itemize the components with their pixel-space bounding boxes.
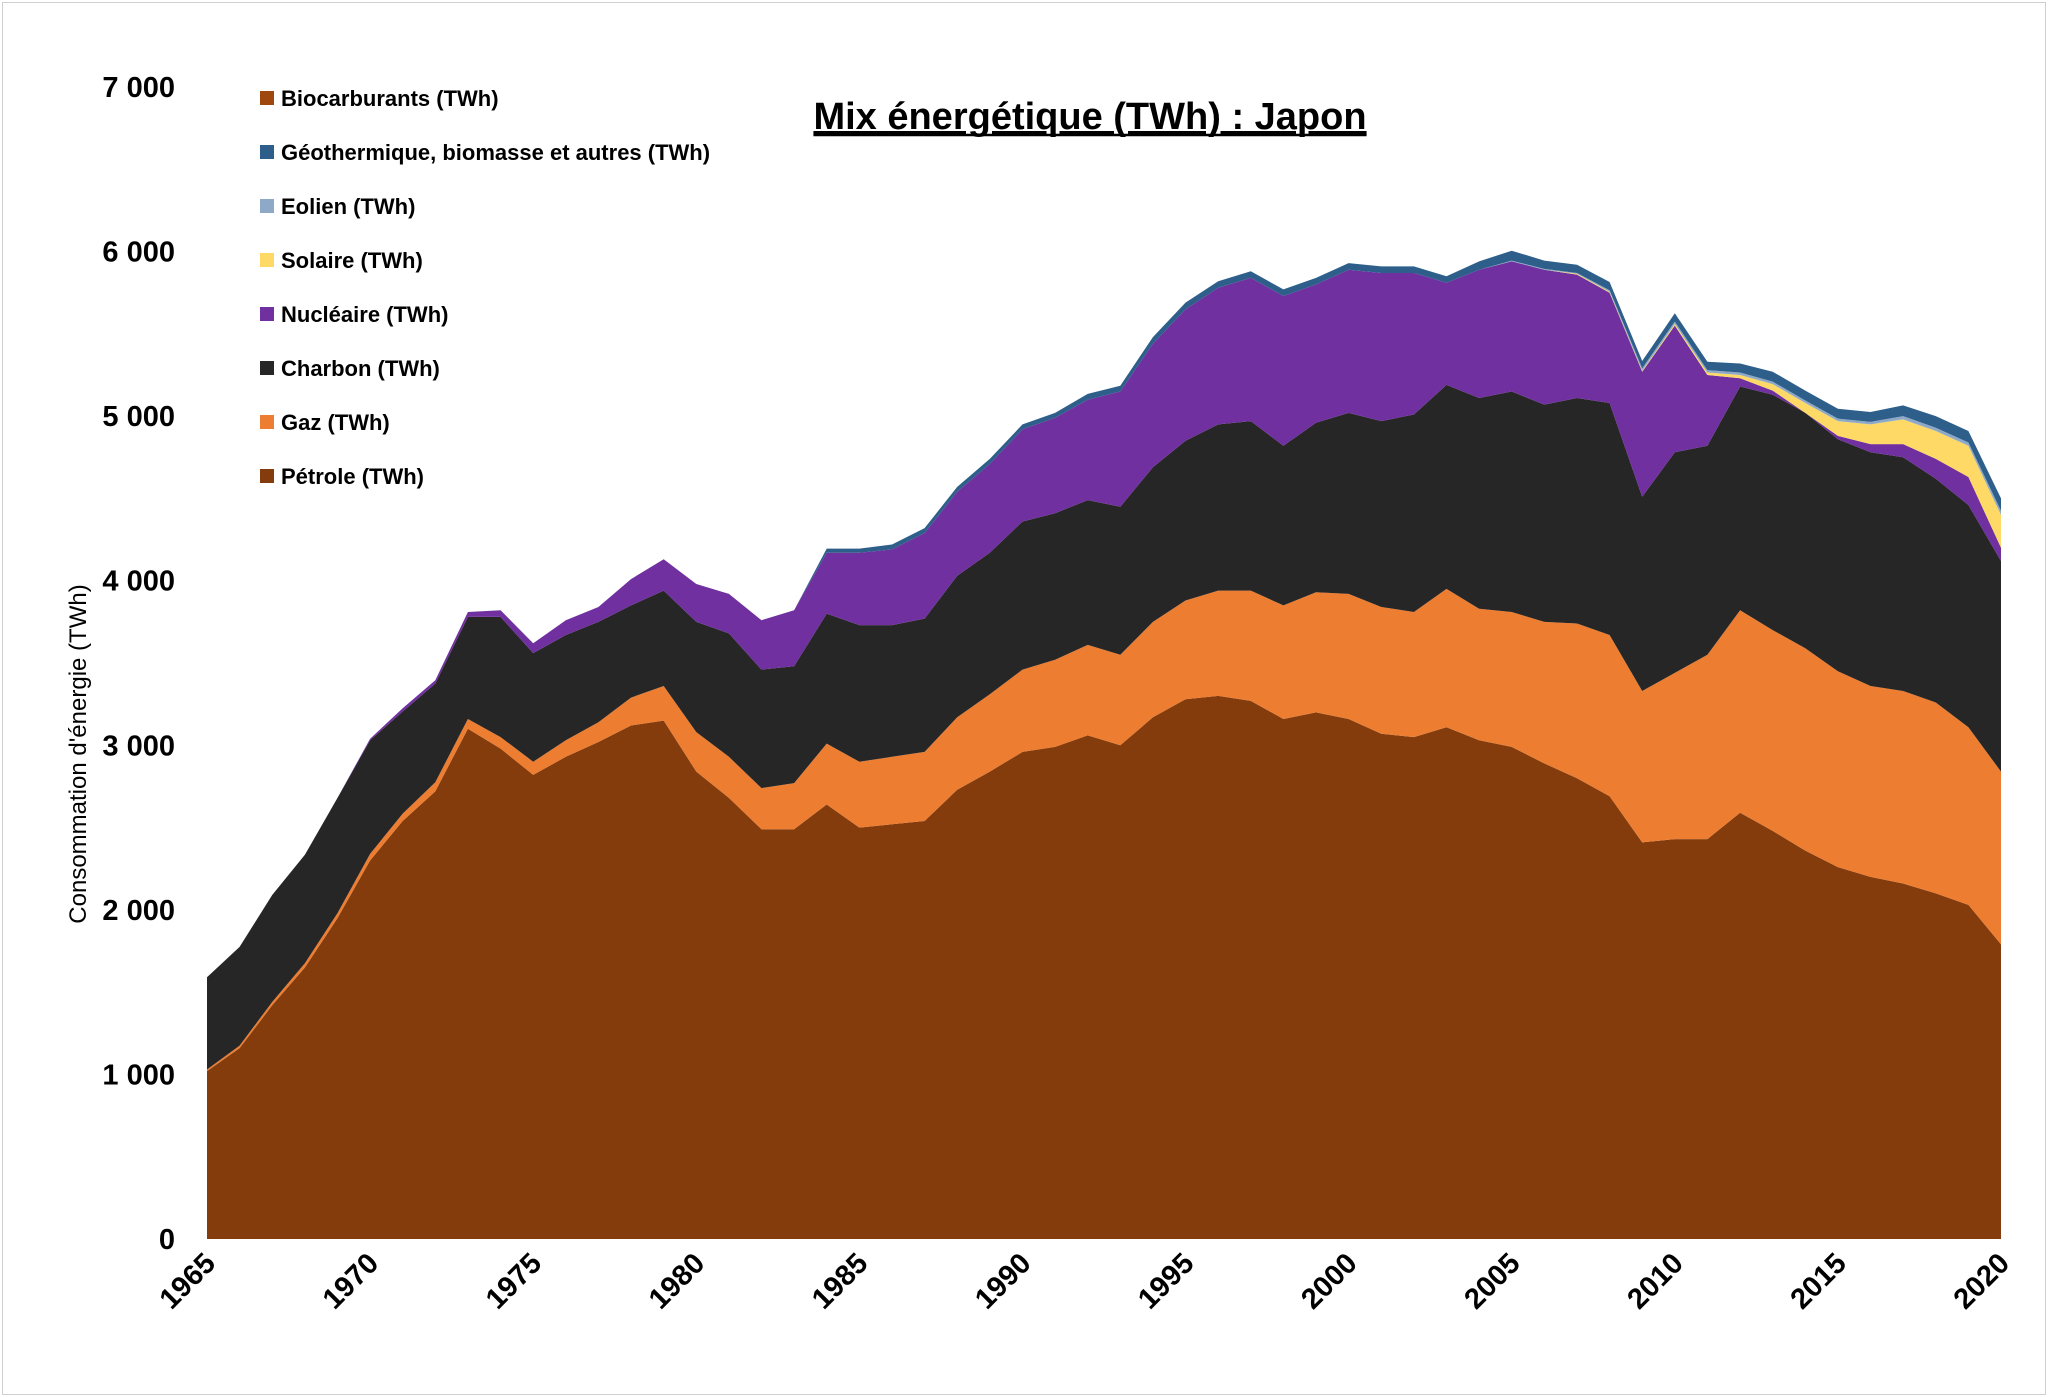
x-tick-label: 2005 [1458,1247,1526,1315]
x-tick-label: 1985 [806,1247,874,1315]
x-tick-label: 2010 [1622,1247,1690,1315]
legend-label: Gaz (TWh) [281,410,390,435]
x-tick-label: 1995 [1132,1247,1200,1315]
chart-title: Mix énergétique (TWh) : Japon [813,96,1366,138]
legend-label: Charbon (TWh) [281,356,440,381]
legend-swatch [260,469,274,483]
area-series-0 [207,695,2001,1239]
area-series-1 [207,588,2001,1072]
x-tick-label: 1975 [480,1247,548,1315]
area-series-3 [207,261,2001,978]
legend-label: Nucléaire (TWh) [281,302,448,327]
x-tick-label: 2020 [1948,1247,2016,1315]
legend-swatch [260,307,274,321]
y-tick-label: 7 000 [102,72,175,104]
y-axis-label: Consommation d'énergie (TWh) [65,584,92,923]
x-tick-label: 1965 [154,1247,222,1315]
series-areas [207,250,2001,1239]
x-tick-label: 2000 [1295,1247,1363,1315]
legend-label: Solaire (TWh) [281,248,423,273]
area-series-2 [207,384,2001,1070]
y-tick-label: 3 000 [102,730,175,762]
x-tick-label: 1970 [317,1247,385,1315]
x-tick-label: 1990 [969,1247,1037,1315]
legend-label: Géothermique, biomasse et autres (TWh) [281,140,710,165]
legend-label: Pétrole (TWh) [281,464,424,489]
y-tick-label: 5 000 [102,401,175,433]
y-tick-label: 2 000 [102,895,175,927]
x-tick-label: 1980 [643,1247,711,1315]
legend: Biocarburants (TWh) Géothermique, biomass… [260,86,710,489]
legend-swatch [260,145,274,159]
y-tick-label: 1 000 [102,1059,175,1091]
y-tick-label: 4 000 [102,566,175,598]
y-axis-ticks: 0 1 000 2 000 3 000 4 000 5 000 6 000 7 000 [102,72,175,1256]
legend-swatch [260,415,274,429]
x-axis-ticks: 1965 1970 1975 1980 1985 1990 1995 2000 2005 2010… [154,1247,2016,1315]
legend-swatch [260,361,274,375]
legend-swatch [260,91,274,105]
legend-swatch [260,253,274,267]
legend-label: Biocarburants (TWh) [281,86,499,111]
legend-label: Eolien (TWh) [281,194,415,219]
legend-swatch [260,199,274,213]
x-tick-label: 2015 [1785,1247,1853,1315]
y-tick-label: 0 [159,1224,175,1256]
y-tick-label: 6 000 [102,237,175,269]
